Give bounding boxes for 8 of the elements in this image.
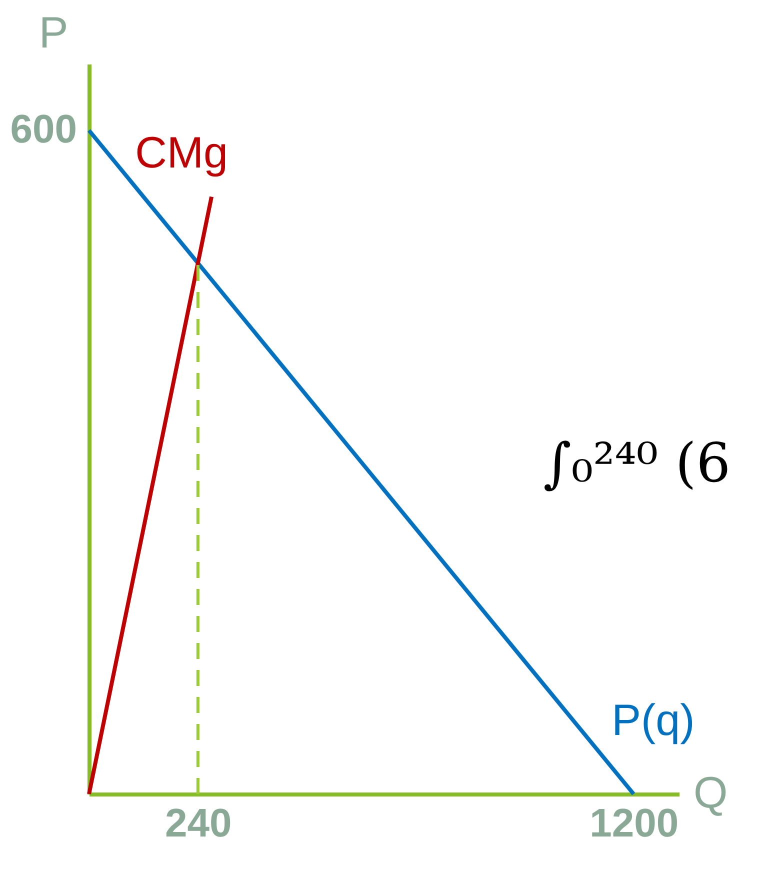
x-axis-title: Q [694,768,728,818]
series-label: P(q) [612,696,695,745]
x-tick-label: 1200 [590,802,679,846]
x-tick-label: 240 [165,802,232,846]
annotation: ∫₀²⁴⁰ (6 [543,432,731,494]
annotation: 600 [10,107,77,152]
y-axis-title: P [38,8,68,58]
series-label: CMg [135,128,228,178]
